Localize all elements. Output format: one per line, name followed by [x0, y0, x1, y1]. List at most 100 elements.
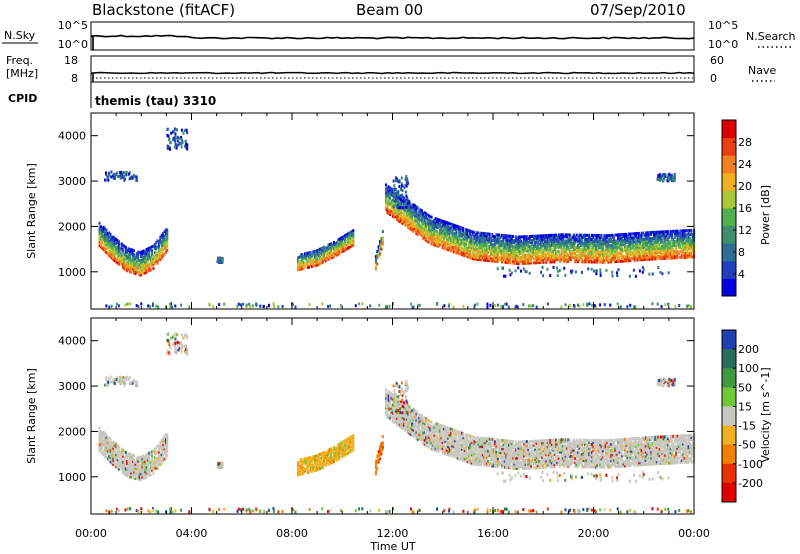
power-echo-cell — [621, 257, 624, 261]
power-echo-cell — [604, 256, 607, 260]
velocity-echo-cell — [123, 460, 126, 464]
power-echo-cell — [109, 243, 112, 247]
power-echo-cell — [341, 235, 344, 239]
power-echo-cell — [592, 260, 595, 264]
power-echo-cell — [590, 233, 593, 237]
velocity-echo-cell — [331, 448, 334, 452]
power-echo-cell — [684, 253, 687, 257]
power-echo-cell — [687, 237, 690, 241]
power-echo-cell — [134, 175, 137, 179]
power-echo-cell — [438, 224, 441, 228]
power-echo-cell — [455, 232, 458, 236]
power-echo-cell — [126, 248, 129, 252]
power-echo-cell — [452, 237, 455, 241]
power-echo-cell — [619, 237, 622, 241]
power-echo-cell — [389, 188, 392, 192]
power-echo-cell — [552, 258, 555, 262]
power-echo-cell — [208, 302, 211, 306]
power-echo-cell — [151, 263, 154, 267]
velocity-echo-cell — [133, 460, 136, 464]
power-echo-cell — [680, 239, 683, 243]
power-echo-cell — [651, 245, 654, 249]
velocity-echo-cell — [323, 454, 326, 458]
power-echo-cell — [636, 232, 639, 236]
power-echo-cell — [665, 254, 668, 258]
power-echo-cell — [474, 241, 477, 245]
velocity-echo-cell — [159, 459, 162, 463]
velocity-echo-cell — [109, 441, 112, 445]
power-echo-cell — [141, 256, 144, 260]
velocity-echo-cell — [408, 427, 411, 431]
power-echo-cell — [666, 250, 669, 254]
power-echo-cell — [661, 257, 664, 261]
power-echo-cell — [397, 190, 400, 194]
power-echo-cell — [344, 242, 347, 246]
power-echo-cell — [680, 229, 683, 233]
power-echo-cell — [412, 209, 415, 213]
power-echo-cell — [502, 254, 505, 258]
power-echo-cell — [528, 271, 531, 275]
velocity-echo-cell — [153, 450, 156, 454]
power-echo-cell — [601, 254, 604, 258]
power-echo-cell — [122, 257, 125, 261]
velocity-echo-cell — [126, 462, 129, 466]
power-echo-cell — [498, 247, 501, 251]
power-echo-cell — [440, 235, 443, 239]
power-echo-cell — [349, 230, 352, 234]
velocity-echo-cell — [130, 465, 133, 469]
power-echo-cell — [443, 238, 446, 242]
velocity-echo-cell — [374, 472, 377, 476]
power-echo-cell — [281, 305, 284, 309]
power-echo-cell — [420, 233, 423, 237]
power-echo-cell — [404, 217, 407, 221]
power-echo-cell — [416, 222, 419, 226]
power-echo-cell — [615, 243, 618, 247]
power-echo-cell — [151, 261, 154, 265]
power-echo-cell — [145, 264, 148, 268]
power-echo-cell — [662, 236, 665, 240]
power-echo-cell — [665, 230, 668, 234]
power-echo-cell — [628, 250, 631, 254]
velocity-echo-cell — [115, 446, 118, 450]
velocity-echo-cell — [316, 462, 319, 466]
power-echo-cell — [477, 258, 480, 262]
power-echo-cell — [377, 253, 380, 257]
power-echo-cell — [575, 256, 578, 260]
power-echo-cell — [324, 249, 327, 253]
power-echo-cell — [675, 239, 678, 243]
power-echo-cell — [462, 243, 465, 247]
power-echo-cell — [563, 249, 566, 253]
power-echo-cell — [437, 226, 440, 230]
power-echo-cell — [676, 254, 679, 258]
velocity-echo-cell — [138, 472, 141, 476]
power-echo-cell — [463, 248, 466, 252]
power-echo-cell — [438, 228, 441, 232]
power-echo-cell — [478, 254, 481, 258]
power-echo-cell — [557, 233, 560, 237]
power-echo-cell — [494, 259, 497, 263]
power-echo-cell — [392, 194, 395, 198]
power-echo-cell — [408, 214, 411, 218]
power-echo-cell — [384, 191, 387, 195]
power-echo-cell — [350, 236, 353, 240]
power-echo-cell — [510, 243, 513, 247]
power-echo-cell — [554, 237, 557, 241]
power-echo-cell — [127, 253, 130, 257]
power-echo-cell — [434, 239, 437, 243]
power-echo-cell — [501, 258, 504, 262]
power-echo-cell — [427, 226, 430, 230]
power-echo-cell — [579, 256, 582, 260]
power-echo-cell — [469, 233, 472, 237]
power-echo-cell — [385, 304, 388, 308]
velocity-echo-cell — [379, 451, 382, 455]
velocity-echo-cell — [337, 447, 340, 451]
velocity-echo-cell — [152, 472, 155, 476]
power-echo-cell — [123, 267, 126, 271]
power-echo-cell — [481, 240, 484, 244]
power-echo-cell — [561, 241, 564, 245]
power-echo-cell — [492, 245, 495, 249]
power-echo-cell — [131, 260, 134, 264]
power-echo-cell — [312, 258, 315, 262]
power-echo-cell — [550, 250, 553, 254]
power-echo-cell — [635, 250, 638, 254]
